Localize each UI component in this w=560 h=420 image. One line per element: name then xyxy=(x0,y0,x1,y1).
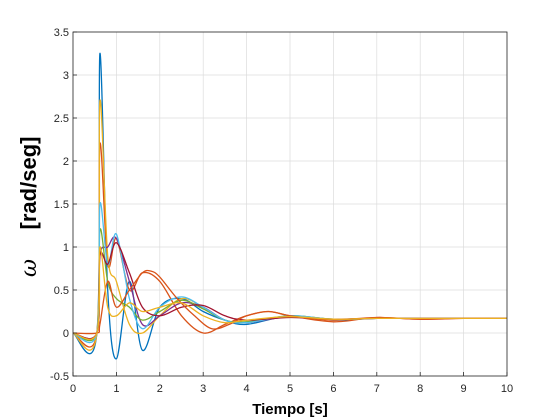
y-tick-label: 3 xyxy=(63,70,69,82)
y-tick-label: 1 xyxy=(63,242,69,254)
y-tick-labels: -0.5 0 0.5 1 1.5 2 2.5 3 3.5 xyxy=(50,27,69,383)
x-tick-label: 0 xyxy=(70,383,76,395)
y-tick-label: 1.5 xyxy=(54,199,69,211)
series-line-9 xyxy=(72,246,507,340)
x-tick-label: 2 xyxy=(157,383,163,395)
y-tick-label: 0 xyxy=(63,328,69,340)
x-tick-labels: 0 1 2 3 4 5 6 7 8 9 10 xyxy=(70,383,513,395)
y-axis-symbol: ω xyxy=(17,259,42,277)
y-tick-label: 0.5 xyxy=(54,285,69,297)
x-tick-label: 1 xyxy=(113,383,119,395)
x-tick-label: 6 xyxy=(330,383,336,395)
x-tick-label: 8 xyxy=(417,383,423,395)
y-tick-label: 2 xyxy=(63,156,69,168)
y-tick-label: 3.5 xyxy=(54,27,69,39)
x-tick-label: 3 xyxy=(200,383,206,395)
tick-marks xyxy=(72,31,508,377)
x-tick-label: 9 xyxy=(461,383,467,395)
y-tick-label: -0.5 xyxy=(50,371,69,383)
x-axis-title: Tiempo [s] xyxy=(252,401,328,418)
y-axis-title: [rad/seg] xyxy=(16,137,41,230)
x-tick-label: 7 xyxy=(374,383,380,395)
series-layer xyxy=(72,52,508,360)
y-tick-label: 2.5 xyxy=(54,113,69,125)
x-tick-label: 5 xyxy=(287,383,293,395)
x-tick-label: 10 xyxy=(501,383,513,395)
x-tick-label: 4 xyxy=(244,383,250,395)
